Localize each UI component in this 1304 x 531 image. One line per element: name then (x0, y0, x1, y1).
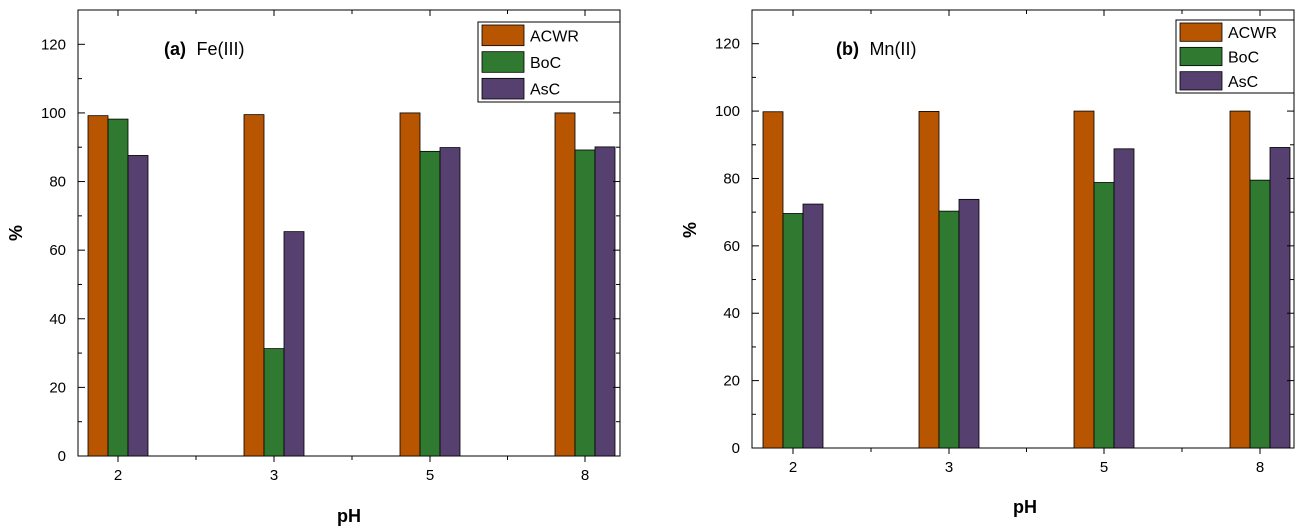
panel-label-b: (b) Mn(II) (836, 39, 916, 59)
x-axis-title-b: pH (1013, 497, 1037, 517)
y-tick-label-a-20: 20 (49, 379, 66, 396)
legend-swatch-boc (481, 51, 525, 73)
chart-panel-b: 0 20 40 60 80 100 120 2 3 5 8 pH % (b) Mn(II) ACW… (680, 9, 1295, 517)
bar-boc-ph8 (574, 149, 596, 457)
y-tick-label-b-20: 20 (723, 373, 740, 390)
x-tick-label-b-3: 3 (945, 459, 953, 476)
bar-acwr-ph8 (554, 112, 576, 457)
y-tick-label-a-40: 40 (49, 311, 66, 328)
legend-label-acwr: ACWR (1228, 25, 1277, 42)
y-tick-label-b-40: 40 (723, 305, 740, 322)
legend-swatch-acwr (481, 24, 525, 47)
bar-boc-ph5 (419, 150, 441, 457)
bar-boc-ph3 (263, 348, 285, 457)
y-tick-label-b-100: 100 (715, 103, 740, 120)
legend-label-boc: BoC (530, 55, 561, 72)
legend-swatch-asc (1179, 71, 1223, 91)
bar-acwr-ph3 (243, 114, 265, 457)
chart-panel-a: 0 20 40 60 80 100 120 2 3 5 8 pH % (a) Fe(III) AC… (6, 9, 621, 526)
legend-label-boc: BoC (1228, 50, 1259, 67)
y-tick-label-a-80: 80 (49, 174, 66, 191)
bar-boc-ph8 (1249, 179, 1271, 449)
x-tick-label-b-8: 8 (1256, 459, 1264, 476)
x-axis-a: 2 3 5 8 (114, 10, 589, 484)
x-tick-label-a-5: 5 (426, 467, 434, 484)
bar-boc-ph2 (782, 213, 804, 449)
legend-swatch-acwr (1179, 22, 1223, 42)
panel-label-a: (a) Fe(III) (164, 39, 244, 59)
bar-acwr-ph8 (1229, 110, 1251, 449)
bar-asc-ph8 (594, 146, 616, 457)
panel-name-a: Fe(III) (196, 39, 244, 59)
bar-boc-ph5 (1093, 182, 1115, 449)
y-tick-label-b-60: 60 (723, 238, 740, 255)
x-tick-label-a-2: 2 (114, 467, 122, 484)
y-tick-label-a-100: 100 (41, 105, 66, 122)
legend-label-asc: AsC (1228, 74, 1258, 91)
x-axis-title-a: pH (337, 506, 361, 526)
bar-asc-ph8 (1269, 147, 1291, 449)
plot-frame-b (751, 9, 1295, 449)
y-tick-label-b-120: 120 (715, 36, 740, 53)
x-tick-label-a-8: 8 (581, 467, 589, 484)
legend-swatch-asc (481, 77, 525, 100)
bar-asc-ph2 (127, 155, 149, 457)
bar-asc-ph3 (958, 198, 980, 449)
y-tick-label-a-60: 60 (49, 242, 66, 259)
panel-tag-b: (b) (836, 39, 859, 59)
bar-acwr-ph2 (87, 115, 109, 457)
y-axis-a: 0 20 40 60 80 100 120 (41, 36, 620, 465)
panel-tag-a: (a) (164, 39, 186, 59)
legend-label-acwr: ACWR (530, 28, 579, 45)
y-axis-title-b: % (680, 222, 700, 238)
y-axis-b: 0 20 40 60 80 100 120 (715, 36, 1294, 457)
x-tick-label-b-5: 5 (1100, 459, 1108, 476)
bar-acwr-ph5 (399, 112, 421, 457)
y-tick-label-b-80: 80 (723, 170, 740, 187)
bars-a (87, 112, 616, 457)
bar-asc-ph5 (439, 147, 461, 457)
y-tick-label-a-0: 0 (58, 448, 66, 465)
legend-swatch-boc (1179, 46, 1223, 67)
bar-acwr-ph2 (762, 111, 784, 449)
bar-acwr-ph5 (1073, 110, 1095, 449)
panel-name-b: Mn(II) (869, 39, 916, 59)
bar-asc-ph5 (1113, 148, 1135, 449)
bar-acwr-ph3 (918, 111, 940, 449)
y-tick-label-b-0: 0 (732, 440, 740, 457)
y-axis-title-a: % (6, 225, 26, 241)
bar-asc-ph3 (283, 231, 305, 457)
legend-a: ACWR BoC AsC (477, 21, 621, 103)
bars-b (762, 110, 1291, 449)
legend-label-asc: AsC (530, 82, 560, 99)
x-tick-label-b-2: 2 (789, 459, 797, 476)
bar-boc-ph2 (107, 118, 129, 457)
y-tick-label-a-120: 120 (41, 36, 66, 53)
bar-asc-ph2 (802, 203, 824, 449)
bar-boc-ph3 (938, 210, 960, 449)
plot-frame-a (77, 9, 621, 457)
x-tick-label-a-3: 3 (270, 467, 278, 484)
legend-b: ACWR BoC AsC (1175, 19, 1295, 94)
x-axis-b: 2 3 5 8 (789, 10, 1264, 476)
